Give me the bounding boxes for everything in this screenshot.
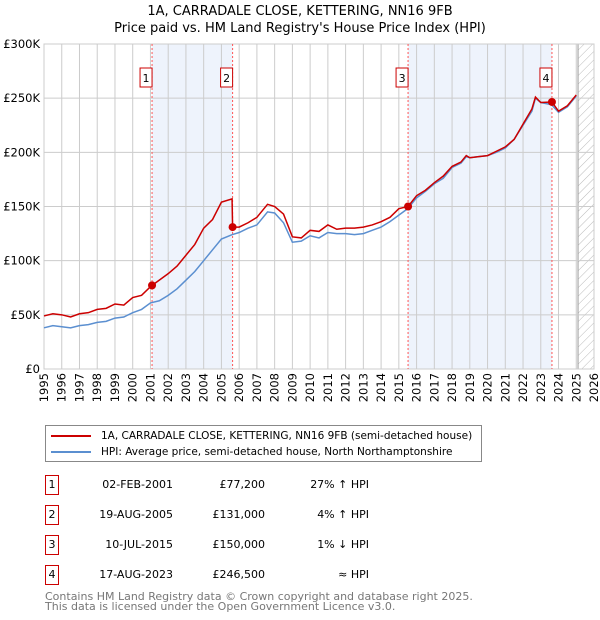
footer-licence: This data is licensed under the Open Gov… [45, 600, 396, 613]
y-tick-label: £300K [3, 37, 40, 51]
x-tick-label: 2015 [392, 373, 406, 402]
sale-label-box [139, 67, 153, 88]
y-tick-label: £50K [11, 308, 41, 322]
x-tick-label: 2003 [179, 373, 193, 402]
sale-label: 3 [399, 72, 406, 85]
x-tick-label: 2020 [481, 373, 495, 402]
x-tick-label: 2004 [197, 373, 211, 402]
sale-hpi-comparison: 1% ↓ HPI [317, 538, 369, 551]
x-tick-label: 2013 [356, 373, 370, 402]
price-chart: 1995 1996 1997 1998 1999 2000 2001 2002 2003 2004… [3, 37, 600, 402]
x-tick-label: 1999 [108, 373, 122, 402]
chart-subtitle: Price paid vs. HM Land Registry's House … [114, 21, 486, 36]
legend-label-hpi: HPI: Average price, semi-detached house,… [101, 446, 453, 458]
x-tick-label: 2017 [427, 373, 441, 402]
x-tick-label: 2005 [214, 373, 228, 402]
x-tick-label: 1997 [72, 373, 86, 402]
legend-swatch-hpi [51, 451, 91, 453]
sale-marker-badge: 2 [45, 505, 59, 525]
x-tick-label: 2000 [126, 373, 140, 402]
legend: 1A, CARRADALE CLOSE, KETTERING, NN16 9FB… [45, 425, 482, 462]
sale-label-box [220, 67, 234, 88]
sale-price: £131,000 [212, 508, 266, 521]
sale-label: 4 [542, 72, 549, 85]
sale-point [228, 223, 237, 232]
sale-hpi-comparison: 27% ↑ HPI [310, 478, 369, 491]
sale-date: 17-AUG-2023 [99, 568, 173, 581]
chart-title: 1A, CARRADALE CLOSE, KETTERING, NN16 9FB [147, 4, 453, 19]
sale-price: £77,200 [219, 478, 266, 491]
y-tick-label: £150K [3, 200, 40, 214]
x-tick-label: 2022 [516, 373, 530, 402]
x-tick-label: 2012 [339, 373, 353, 402]
sale-date: 10-JUL-2015 [105, 538, 173, 551]
x-tick-label: 2026 [587, 373, 600, 402]
sale-marker-badge: 1 [45, 475, 59, 495]
legend-item-property: 1A, CARRADALE CLOSE, KETTERING, NN16 9FB… [46, 428, 472, 444]
sale-point [547, 97, 556, 106]
x-tick-label: 2002 [161, 373, 175, 402]
x-tick-label: 1998 [90, 373, 104, 402]
transaction-row: 1 02-FEB-2001 £77,200 27% ↑ HPI [45, 475, 445, 495]
sale-label: 2 [223, 72, 230, 85]
x-tick-label: 2009 [285, 373, 299, 402]
transaction-row: 4 17-AUG-2023 £246,500 ≈ HPI [45, 565, 445, 585]
sale-price: £150,000 [212, 538, 266, 551]
x-tick-label: 1996 [55, 373, 69, 402]
x-tick-label: 2025 [569, 373, 583, 402]
x-tick-label: 2001 [143, 373, 157, 402]
x-tick-label: 2023 [534, 373, 548, 402]
sale-marker-badge: 3 [45, 535, 59, 555]
x-tick-label: 2007 [250, 373, 264, 402]
sale-marker-badge: 4 [45, 565, 59, 585]
sale-label-box [539, 67, 553, 88]
x-tick-label: 2014 [374, 373, 388, 402]
sale-label-box [395, 67, 409, 88]
x-tick-label: 2010 [303, 373, 317, 402]
transaction-row: 3 10-JUL-2015 £150,000 1% ↓ HPI [45, 535, 445, 555]
y-tick-label: £100K [3, 254, 40, 268]
sale-date: 02-FEB-2001 [102, 478, 173, 491]
y-tick-label: £250K [3, 91, 40, 105]
property-price-line [43, 94, 577, 318]
plot-frame [43, 43, 595, 370]
sale-price: £246,500 [212, 568, 266, 581]
y-tick-label: £0 [25, 362, 40, 376]
sale-hpi-comparison: ≈ HPI [338, 568, 369, 581]
x-tick-label: 2024 [552, 373, 566, 402]
x-tick-label: 2006 [232, 373, 246, 402]
x-tick-label: 2019 [463, 373, 477, 402]
footer-copyright: Contains HM Land Registry data © Crown c… [45, 590, 473, 603]
sale-hpi-comparison: 4% ↑ HPI [317, 508, 369, 521]
y-tick-label: £200K [3, 145, 40, 159]
sale-date: 19-AUG-2005 [99, 508, 173, 521]
legend-label-property: 1A, CARRADALE CLOSE, KETTERING, NN16 9FB… [101, 430, 473, 442]
sale-point [404, 202, 413, 211]
transaction-row: 2 19-AUG-2005 £131,000 4% ↑ HPI [45, 505, 445, 525]
sale-point [148, 281, 157, 290]
x-tick-label: 2016 [410, 373, 424, 402]
x-tick-label: 2011 [321, 373, 335, 402]
x-tick-label: 2018 [445, 373, 459, 402]
x-tick-label: 1995 [37, 373, 51, 402]
legend-swatch-property [51, 435, 91, 437]
sale-label: 1 [143, 72, 150, 85]
legend-item-hpi: HPI: Average price, semi-detached house,… [46, 444, 452, 460]
x-tick-label: 2008 [268, 373, 282, 402]
x-tick-label: 2021 [498, 373, 512, 402]
